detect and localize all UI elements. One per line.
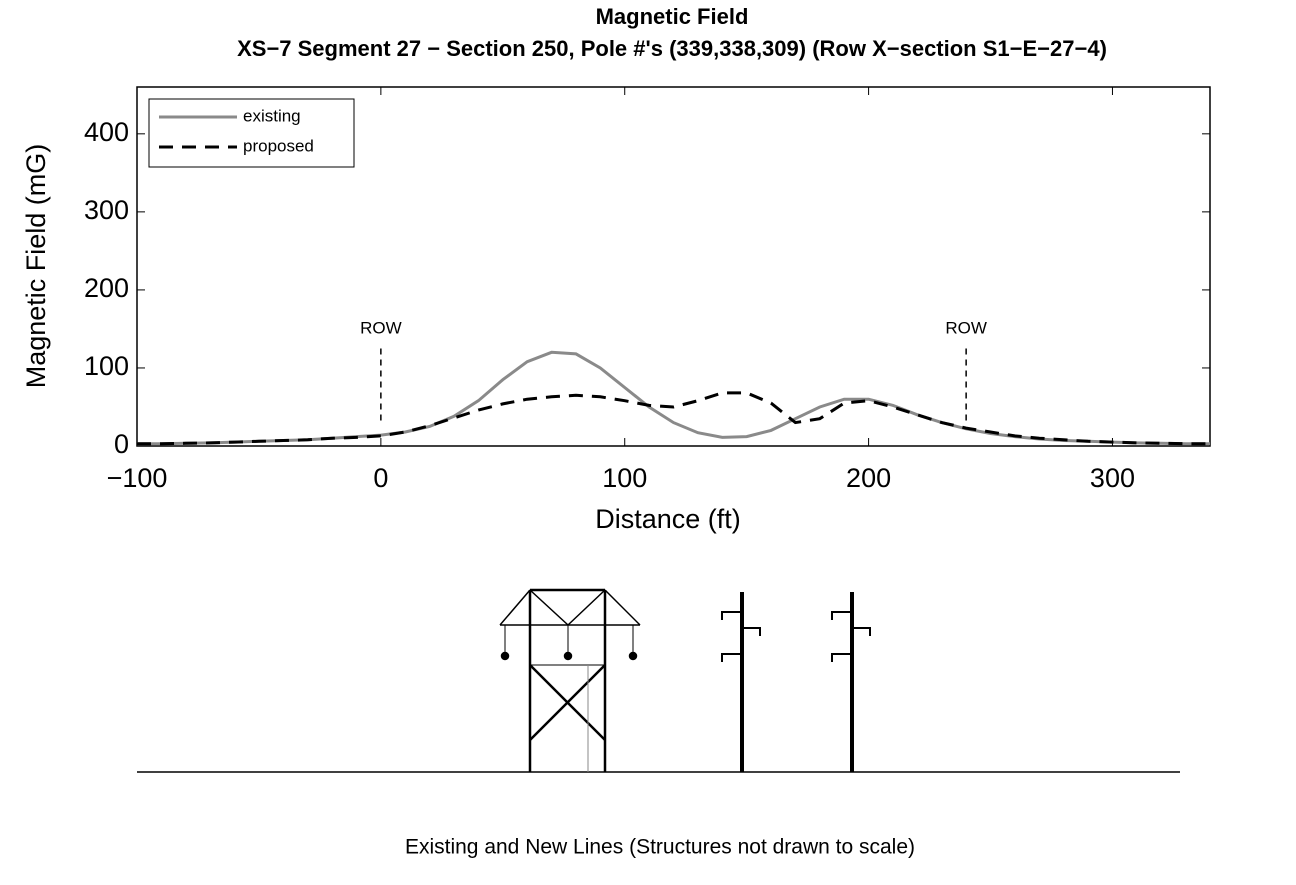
- y-tick-label: 0: [114, 429, 129, 459]
- caption: Existing and New Lines (Structures not d…: [405, 836, 915, 859]
- y-axis-label: Magnetic Field (mG): [21, 144, 51, 389]
- legend-label: proposed: [243, 136, 314, 155]
- y-tick-label: 300: [84, 195, 129, 225]
- y-tick-label: 400: [84, 117, 129, 147]
- chart-subtitle: XS−7 Segment 27 − Section 250, Pole #'s …: [237, 36, 1107, 61]
- chart: Magnetic Field XS−7 Segment 27 − Section…: [0, 0, 1296, 885]
- pole: [832, 592, 870, 772]
- chart-title: Magnetic Field: [596, 4, 749, 29]
- x-tick-label: 0: [373, 463, 388, 493]
- y-tick-label: 200: [84, 273, 129, 303]
- structures: [137, 590, 1180, 772]
- series-line: [137, 393, 1210, 444]
- x-tick-label: 200: [846, 463, 891, 493]
- x-tick-label: −100: [107, 463, 168, 493]
- x-axis-label: Distance (ft): [595, 504, 741, 534]
- legend-label: existing: [243, 106, 301, 125]
- annotation: ROW: [360, 318, 402, 337]
- x-tick-label: 100: [602, 463, 647, 493]
- lattice-tower: [500, 590, 640, 772]
- pole: [722, 592, 760, 772]
- annotation: ROW: [945, 318, 987, 337]
- x-tick-label: 300: [1090, 463, 1135, 493]
- y-tick-label: 100: [84, 351, 129, 381]
- series-line: [137, 352, 1210, 443]
